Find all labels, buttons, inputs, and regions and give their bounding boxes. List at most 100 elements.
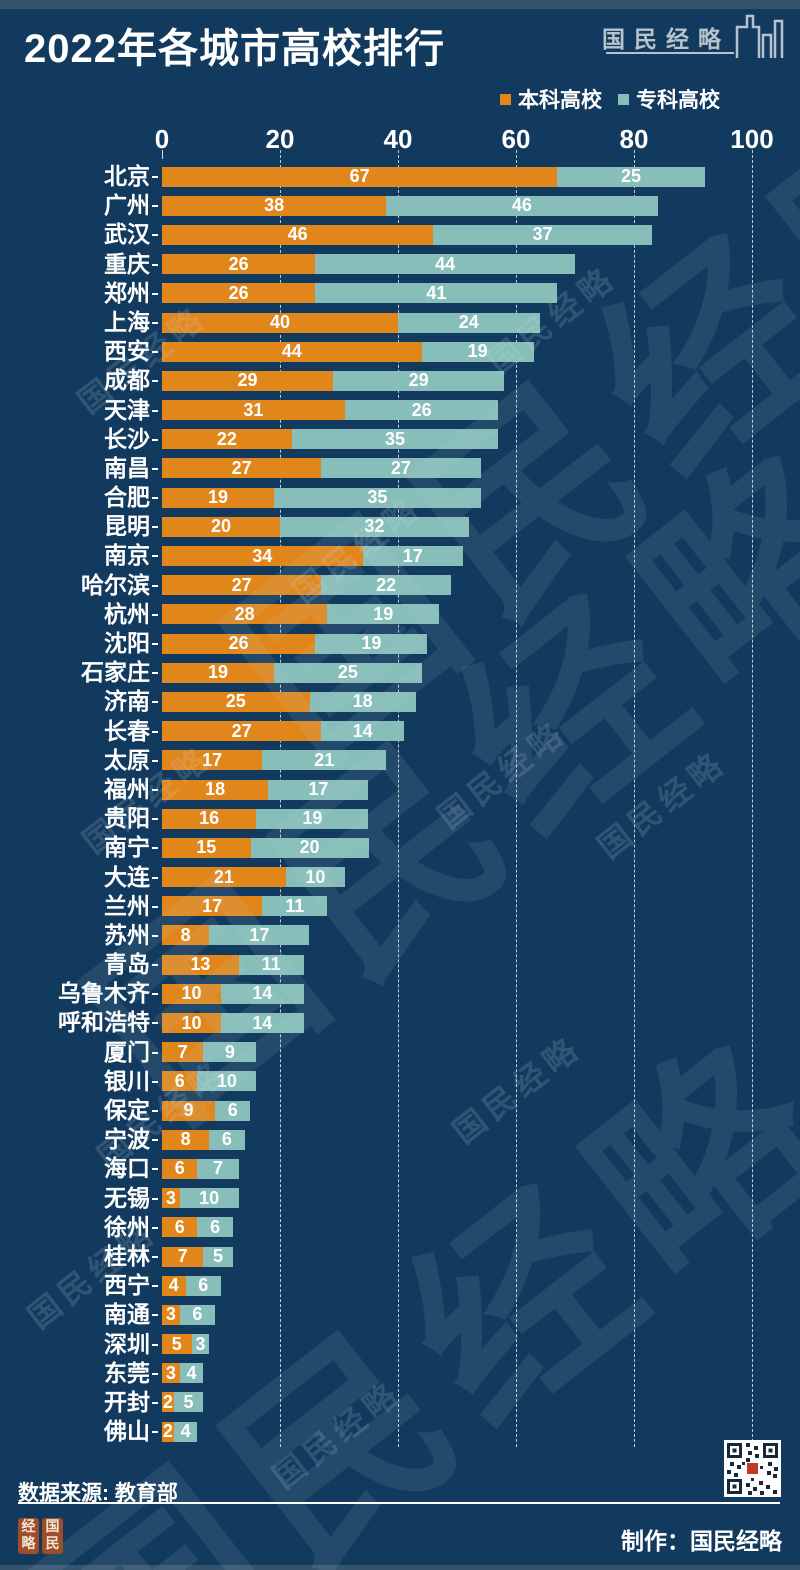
category-tick bbox=[152, 1022, 158, 1025]
bar-row: 福州 18 17 bbox=[0, 775, 800, 804]
bar-value: 19 bbox=[302, 808, 323, 829]
axis-zero-tick bbox=[162, 150, 163, 159]
stacked-bar: 27 14 bbox=[162, 721, 404, 742]
bar-segment-zhuanke: 17 bbox=[268, 779, 369, 800]
legend-item: 专科高校 bbox=[618, 84, 720, 114]
category-tick bbox=[152, 730, 158, 733]
bar-value: 25 bbox=[337, 662, 358, 683]
stacked-bar: 26 19 bbox=[162, 633, 428, 654]
bar-segment-benke: 38 bbox=[162, 195, 387, 216]
bar-value: 35 bbox=[367, 487, 388, 508]
bar-value: 44 bbox=[281, 341, 302, 362]
bar-segment-zhuanke: 10 bbox=[179, 1188, 239, 1209]
bar-segment-benke: 10 bbox=[162, 1012, 221, 1034]
category-tick bbox=[152, 351, 158, 354]
bar-row: 济南 25 18 bbox=[0, 687, 800, 716]
category-tick bbox=[152, 1197, 158, 1200]
stacked-bar: 38 46 bbox=[162, 195, 658, 216]
category-tick bbox=[152, 934, 158, 937]
divider-line bbox=[18, 1502, 780, 1504]
bar-segment-zhuanke: 18 bbox=[309, 691, 416, 712]
bar-segment-benke: 17 bbox=[162, 896, 263, 917]
stacked-bar: 20 32 bbox=[162, 516, 469, 537]
bar-segment-zhuanke: 7 bbox=[197, 1158, 239, 1179]
axis-tick-label: 40 bbox=[383, 124, 413, 154]
bar-row-label: 开封 bbox=[104, 1388, 150, 1415]
bar-segment-zhuanke: 44 bbox=[315, 254, 575, 275]
bar-row-label: 青岛 bbox=[104, 951, 150, 978]
bar-row: 郑州 26 41 bbox=[0, 279, 800, 308]
bar-row: 南通 3 6 bbox=[0, 1300, 800, 1329]
category-tick bbox=[152, 438, 158, 441]
bar-segment-benke: 22 bbox=[162, 429, 292, 450]
bar-value: 4 bbox=[186, 1362, 197, 1383]
bar-value: 3 bbox=[165, 1362, 176, 1383]
stacked-bar: 10 14 bbox=[162, 983, 304, 1004]
bar-value: 34 bbox=[252, 545, 273, 566]
bar-row-label: 武汉 bbox=[104, 221, 150, 248]
seal-char: 经 bbox=[21, 1519, 36, 1535]
gridline bbox=[752, 150, 753, 1447]
category-tick bbox=[152, 1110, 158, 1112]
bar-row-label: 长沙 bbox=[104, 425, 150, 452]
bar-value: 3 bbox=[165, 1304, 176, 1325]
bar-segment-zhuanke: 6 bbox=[185, 1275, 221, 1296]
bar-value: 3 bbox=[195, 1333, 206, 1354]
bar-value: 26 bbox=[228, 253, 249, 274]
bar-value: 27 bbox=[231, 574, 252, 595]
bar-row-label: 深圳 bbox=[104, 1330, 150, 1357]
stacked-bar: 31 26 bbox=[162, 400, 499, 421]
bar-row: 徐州 6 6 bbox=[0, 1213, 800, 1242]
category-tick bbox=[152, 964, 158, 967]
bar-value: 5 bbox=[183, 1391, 194, 1412]
category-tick bbox=[152, 555, 158, 558]
bar-row: 厦门 7 9 bbox=[0, 1038, 800, 1067]
maker-credit: 制作：国民经略 bbox=[621, 1528, 782, 1554]
bar-value: 14 bbox=[252, 983, 273, 1004]
bar-segment-zhuanke: 46 bbox=[386, 195, 658, 216]
stacked-bar: 28 19 bbox=[162, 604, 440, 625]
bar-segment-zhuanke: 19 bbox=[256, 808, 369, 829]
stacked-bar: 26 44 bbox=[162, 253, 575, 275]
category-tick bbox=[152, 1226, 158, 1229]
bar-value: 17 bbox=[308, 779, 329, 800]
bar-value: 10 bbox=[181, 1012, 202, 1033]
bar-segment-benke: 5 bbox=[162, 1334, 192, 1355]
category-tick bbox=[152, 759, 158, 762]
bar-segment-benke: 44 bbox=[162, 341, 422, 362]
bar-value: 6 bbox=[221, 1129, 232, 1150]
bar-row-label: 佛山 bbox=[104, 1418, 150, 1445]
bar-value: 5 bbox=[213, 1246, 224, 1267]
category-tick bbox=[152, 176, 158, 178]
seal-char: 民 bbox=[45, 1536, 60, 1552]
axis-tick-label: 100 bbox=[730, 124, 774, 154]
bar-row-label: 上海 bbox=[104, 308, 150, 335]
bar-row-label: 海口 bbox=[104, 1155, 150, 1182]
bar-row-label: 保定 bbox=[104, 1097, 150, 1123]
bar-row: 宁波 8 6 bbox=[0, 1125, 800, 1154]
bar-row: 深圳 5 3 bbox=[0, 1330, 800, 1359]
bar-row: 苏州 8 17 bbox=[0, 921, 800, 950]
bar-row-label: 天津 bbox=[104, 396, 150, 423]
bar-value: 21 bbox=[213, 866, 234, 887]
category-tick bbox=[152, 1343, 158, 1346]
bar-value: 27 bbox=[231, 457, 252, 478]
bar-segment-benke: 21 bbox=[162, 866, 286, 888]
bar-segment-zhuanke: 19 bbox=[421, 341, 534, 362]
bar-value: 25 bbox=[621, 166, 642, 187]
bar-segment-zhuanke: 24 bbox=[398, 312, 540, 333]
bar-segment-benke: 46 bbox=[162, 224, 434, 245]
stacked-bar: 25 18 bbox=[162, 691, 416, 712]
bar-row: 呼和浩特 10 14 bbox=[0, 1008, 800, 1037]
bar-segment-zhuanke: 27 bbox=[321, 458, 481, 479]
bar-segment-zhuanke: 4 bbox=[173, 1421, 198, 1442]
bar-row: 保定 9 6 bbox=[0, 1096, 800, 1125]
bar-segment-benke: 8 bbox=[162, 1129, 210, 1150]
bar-row: 杭州 28 19 bbox=[0, 600, 800, 629]
bar-value: 22 bbox=[376, 574, 397, 595]
bar-value: 2 bbox=[162, 1391, 173, 1412]
city-skyline-icon bbox=[735, 14, 784, 58]
bar-row-label: 贵阳 bbox=[104, 805, 150, 832]
